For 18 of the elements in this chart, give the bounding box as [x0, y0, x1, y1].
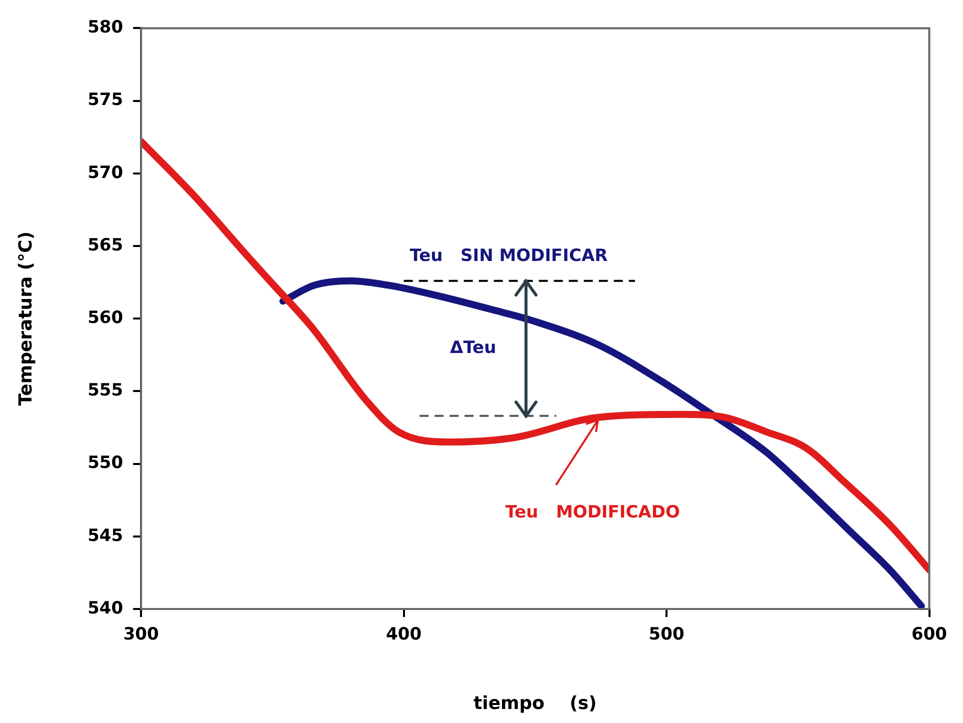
- y-tick-label: 565: [88, 235, 124, 256]
- x-tick-label: 400: [386, 624, 422, 645]
- x-tick-label: 500: [648, 624, 684, 645]
- x-tick-label: 300: [123, 624, 159, 645]
- y-axis-title: Temperatura (°C): [15, 231, 36, 406]
- annotation: Teu MODIFICADO: [505, 502, 680, 522]
- y-tick-label: 570: [88, 162, 124, 183]
- y-tick-label: 555: [88, 380, 124, 401]
- y-tick-label: 560: [88, 308, 124, 328]
- y-tick-label: 545: [88, 526, 124, 546]
- y-tick-label: 575: [88, 90, 124, 110]
- y-tick-label: 580: [88, 18, 124, 38]
- y-tick-label: 550: [88, 453, 124, 474]
- annotation: ΔTeu: [450, 338, 496, 358]
- annotation: Teu SIN MODIFICAR: [410, 246, 608, 266]
- y-tick-label: 540: [88, 598, 124, 618]
- x-axis-title: tiempo (s): [474, 692, 597, 714]
- x-tick-label: 600: [912, 624, 948, 645]
